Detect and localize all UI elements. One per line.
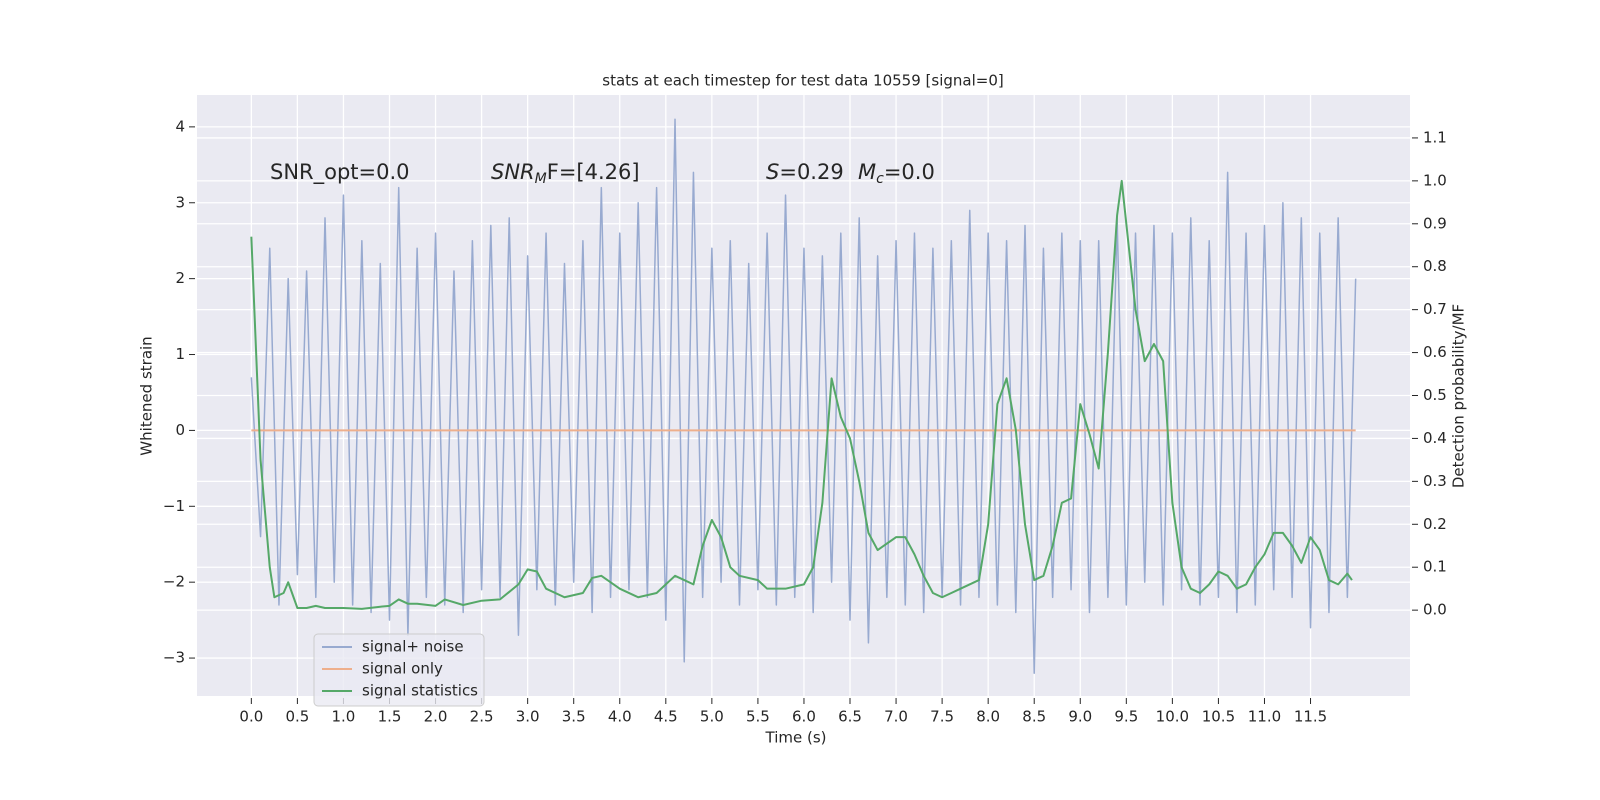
annotation-base: S [766,160,779,184]
x-tick-label: 10.0 [1156,708,1189,726]
y2-tick-label: 0.1 [1423,558,1447,576]
annotation-rest: F=[4.26] [547,160,640,184]
y2-tick-label: 0.7 [1423,300,1447,318]
x-tick-label: 2.5 [470,708,494,726]
annotation-sub: c [876,171,884,187]
x-tick-label: 5.0 [700,708,724,726]
y-tick-label: −2 [163,573,185,591]
x-tick-label: 5.5 [746,708,770,726]
marks [250,118,1357,674]
y-axis-label: Whitened strain [138,336,156,455]
x-tick-label: 10.5 [1202,708,1235,726]
y2-tick-label: 0.9 [1423,214,1447,232]
x-tick-label: 11.0 [1248,708,1281,726]
y-tick-label: 3 [175,193,185,211]
legend-label: signal+ noise [362,638,464,656]
y-tick-label: 1 [175,345,185,363]
legend-box [313,633,485,707]
y-tick-label: 4 [175,117,185,135]
x-axis-label: Time (s) [765,729,827,747]
annotation-sub: M [535,171,547,187]
x-tick-label: 3.5 [562,708,586,726]
x-tick-label: 6.0 [792,708,816,726]
y2-tick-label: 0.5 [1423,386,1447,404]
x-tick-label: 2.0 [424,708,448,726]
legend-label: signal statistics [362,682,478,700]
annotation-base: M [858,160,876,184]
y-tick-label: −3 [163,649,185,667]
x-tick-label: 9.5 [1114,708,1138,726]
x-tick-label: 0.5 [285,708,309,726]
x-tick-label: 7.0 [884,708,908,726]
x-tick-label: 1.5 [378,708,402,726]
x-tick-label: 11.5 [1294,708,1327,726]
x-tick-label: 1.0 [332,708,356,726]
series-line [250,179,1353,610]
annotation-rest: =0.0 [884,160,935,184]
x-tick-label: 6.5 [838,708,862,726]
y2-tick-label: 0.4 [1423,429,1447,447]
x-tick-label: 7.5 [930,708,954,726]
annotation-base: SNR [491,160,535,184]
x-tick-label: 4.5 [654,708,678,726]
y2-tick-label: 0.0 [1423,601,1447,619]
annotation-text: SNR_opt=0.0 [270,160,410,185]
y-tick-label: 2 [175,269,185,287]
y2-tick-label: 1.1 [1423,128,1447,146]
x-tick-label: 9.0 [1068,708,1092,726]
x-tick-label: 4.0 [608,708,632,726]
x-tick-label: 0.0 [239,708,263,726]
y2-tick-label: 0.3 [1423,472,1447,490]
annotation-rest: =0.29 [779,160,843,184]
y-tick-label: 0 [175,421,185,439]
y2-tick-label: 0.8 [1423,257,1447,275]
annotation: S=0.29 [766,160,844,184]
annotation: Mc=0.0 [858,160,935,187]
annotation: SNRMF=[4.26] [491,160,640,187]
y2-axis-label: Detection probability/MF [1450,304,1468,488]
y2-tick-label: 1.0 [1423,171,1447,189]
labels: 0.0 0.5 1.0 1.5 2.0 2.5 3.0 3.5 4.0 4.5 5.0 5.5 6.0 6… [163,117,1447,725]
x-tick-label: 8.5 [1022,708,1046,726]
y2-tick-label: 0.2 [1423,515,1447,533]
legend-label: signal only [362,660,443,678]
x-tick-label: 8.0 [976,708,1000,726]
y2-tick-label: 0.6 [1423,343,1447,361]
chart-title: stats at each timestep for test data 105… [602,72,1003,90]
series-line [250,118,1357,674]
x-tick-label: 3.0 [516,708,540,726]
y-tick-label: −1 [163,497,185,515]
annotation: SNR_opt=0.0 [270,160,410,185]
